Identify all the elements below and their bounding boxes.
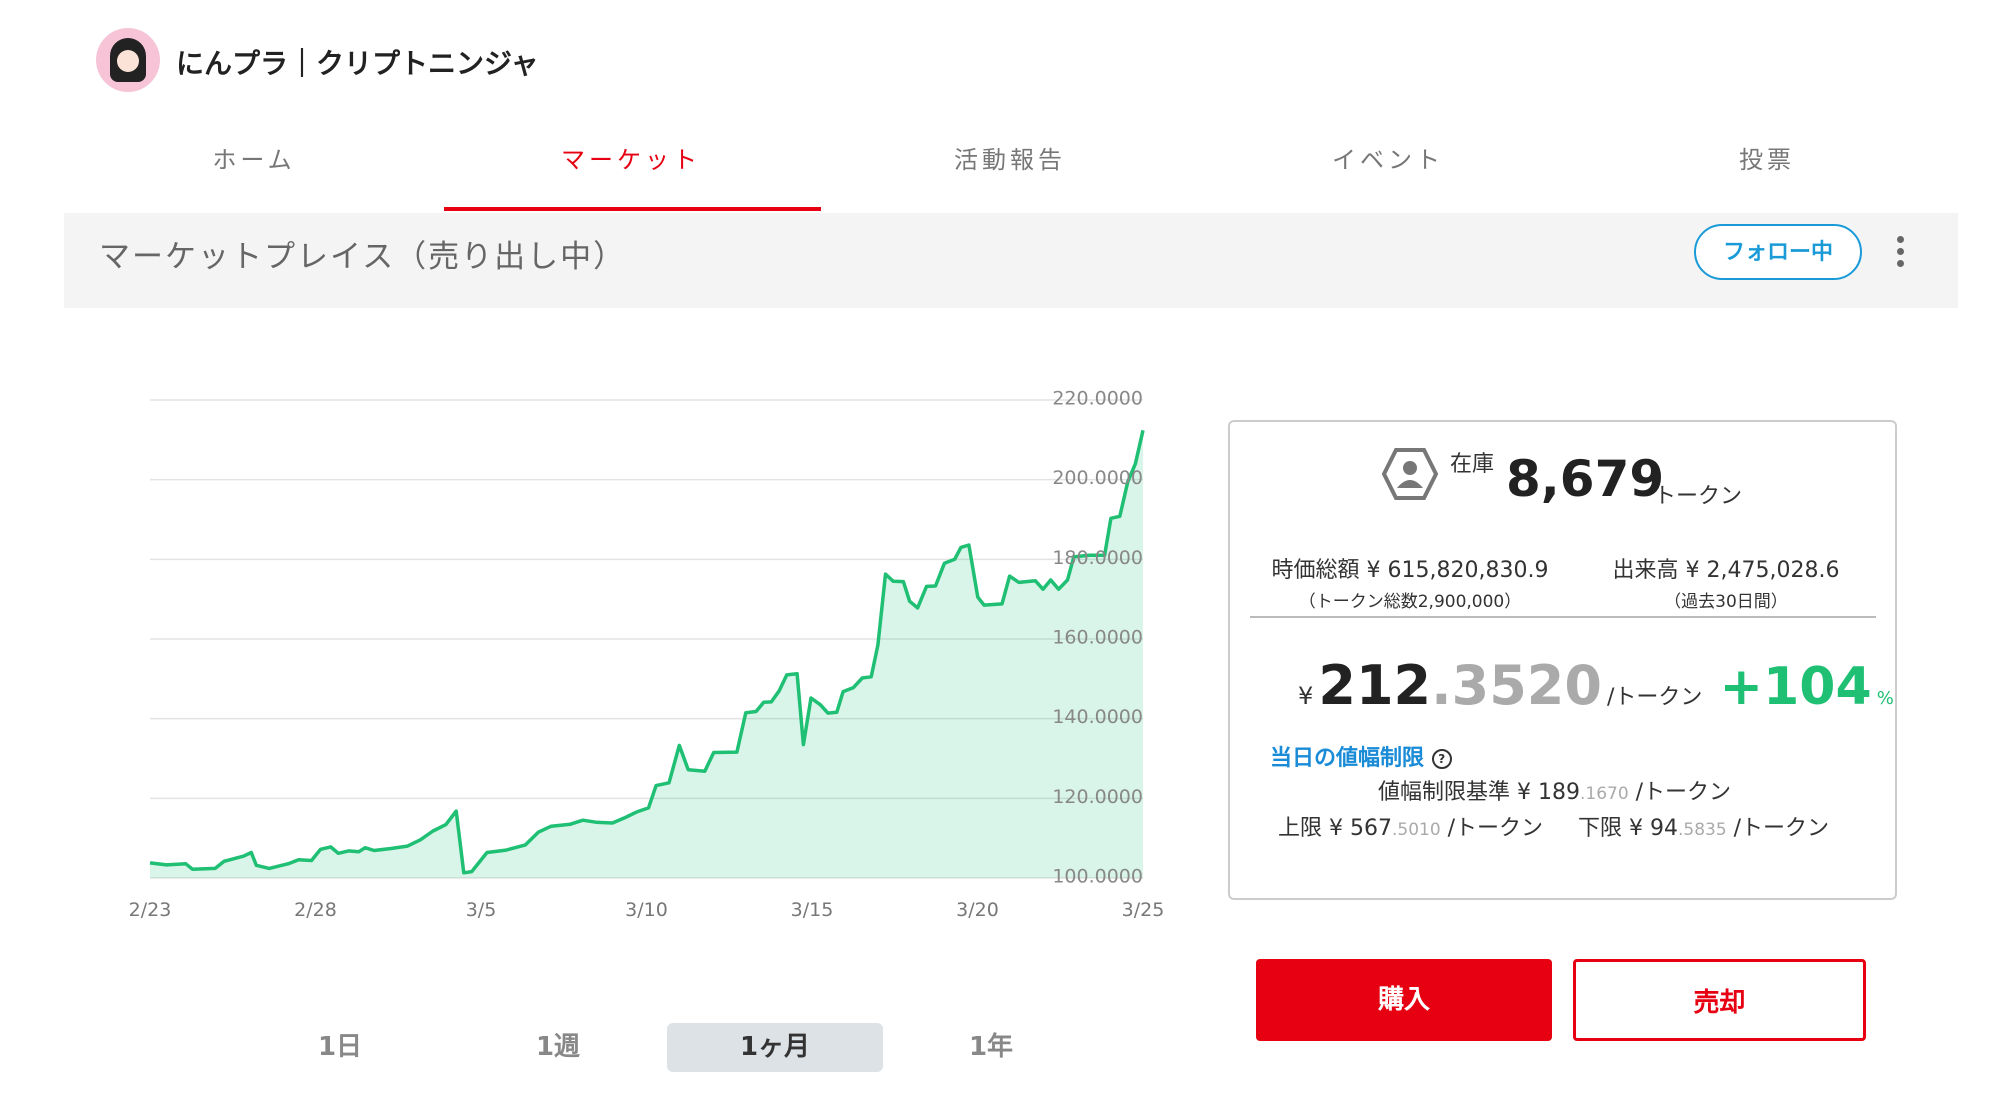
price-line	[149, 429, 1145, 875]
nav-tab[interactable]: 活動報告	[954, 146, 1066, 174]
x-tick-label: 2/28	[294, 899, 337, 921]
section-title: マーケットプレイス（売り出し中）	[99, 239, 627, 275]
y-tick-label: 200.0000	[1052, 467, 1143, 489]
sell-button[interactable]: 売却	[1573, 959, 1866, 1041]
y-tick-label: 120.0000	[1052, 786, 1143, 808]
limit-lower: 下限 ¥ 94.5835 /トークン	[1578, 816, 1830, 841]
nav-tab[interactable]: イベント	[1332, 146, 1444, 174]
x-tick-label: 3/10	[625, 899, 668, 921]
period-option[interactable]: 1週	[535, 1032, 581, 1062]
divider	[1250, 616, 1876, 618]
stock-value: 8,679	[1506, 450, 1665, 508]
x-tick-label: 3/20	[956, 899, 999, 921]
stats-panel: 在庫 8,679 トークン 時価総額 ¥ 615,820,830.9 （トークン…	[1228, 420, 1897, 900]
volume: 出来高 ¥ 2,475,028.6	[1612, 558, 1840, 583]
nav-tab[interactable]: ホーム	[212, 146, 296, 174]
price-chart: 2/23 2/28 3/5 3/10 3/15 3/20 3/25 100.0000 120.0…	[129, 388, 1165, 922]
limit-base: 値幅制限基準 ¥ 189.1670 /トークン	[1378, 780, 1732, 805]
section-header	[64, 213, 1958, 308]
y-tick-label: 100.0000	[1052, 866, 1143, 888]
x-tick-label: 3/5	[466, 899, 497, 921]
market-cap: 時価総額 ¥ 615,820,830.9	[1271, 558, 1549, 583]
y-tick-label: 180.0000	[1052, 547, 1143, 569]
nav-tab[interactable]: 投票	[1739, 146, 1795, 174]
limit-upper: 上限 ¥ 567.5010 /トークン	[1278, 816, 1544, 841]
active-tab-underline	[444, 207, 821, 211]
x-tick-label: 3/15	[791, 899, 834, 921]
limit-title: 当日の値幅制限 ?	[1270, 740, 1452, 772]
area-fill	[150, 430, 1143, 878]
price: ¥ 212.3520 /トークン +104 %	[1298, 654, 1894, 717]
more-menu[interactable]	[1897, 236, 1905, 267]
period-option[interactable]: 1年	[968, 1032, 1014, 1062]
avatar[interactable]	[96, 28, 160, 92]
period-option[interactable]: 1ヶ月	[667, 1023, 883, 1072]
stock-label: 在庫	[1450, 452, 1495, 477]
volume-note: （過去30日間）	[1664, 592, 1788, 612]
follow-button[interactable]: フォロー中	[1694, 224, 1862, 280]
period-option[interactable]: 1日	[317, 1032, 363, 1062]
account-name[interactable]: にんプラ｜クリプトニンジャ	[176, 47, 539, 80]
stock-unit: トークン	[1654, 484, 1743, 509]
stock-icon	[1382, 448, 1438, 500]
y-tick-label: 220.0000	[1052, 388, 1143, 410]
x-tick-label: 2/23	[129, 899, 172, 921]
y-tick-label: 140.0000	[1052, 706, 1143, 728]
nav-tab[interactable]: マーケット	[561, 146, 701, 174]
buy-button[interactable]: 購入	[1256, 959, 1552, 1041]
x-tick-label: 3/25	[1122, 899, 1165, 921]
market-cap-note: （トークン総数2,900,000）	[1298, 592, 1522, 612]
y-tick-label: 160.0000	[1052, 627, 1143, 649]
